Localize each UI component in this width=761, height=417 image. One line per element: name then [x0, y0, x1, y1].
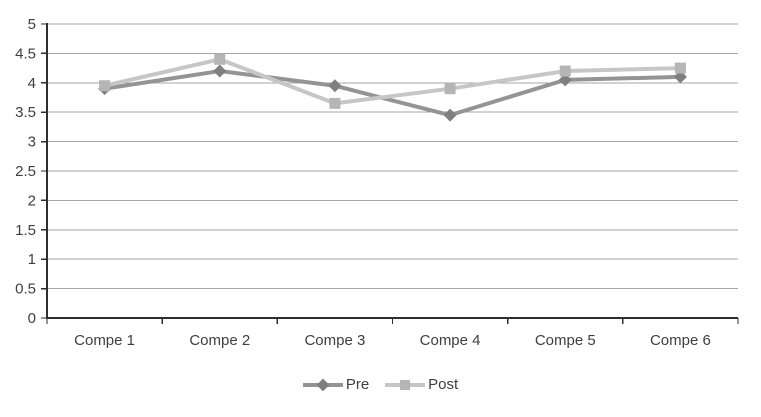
x-tick-label: Compe 5: [535, 332, 596, 349]
x-tick-label: Compe 3: [304, 332, 365, 349]
y-tick-label: 4: [28, 75, 36, 92]
marker-post-square: [444, 83, 456, 95]
legend-swatch-post: [385, 378, 426, 391]
marker-post-square: [674, 62, 686, 74]
marker-post-square: [329, 97, 341, 109]
marker-pre-diamond: [673, 70, 687, 84]
series-line-pre: [102, 69, 683, 118]
marker-post-square: [559, 65, 571, 77]
y-tick-label: 3.5: [15, 104, 36, 121]
y-tick-label: 3: [28, 134, 36, 151]
square-icon: [400, 379, 411, 390]
marker-pre-diamond: [443, 108, 457, 122]
marker-pre-diamond: [558, 73, 572, 87]
plot-area: 0 0.5 1 1.5 2 2.5 3 3.5 4 4.5 5 Compe 1 Compe 2 Compe…: [15, 16, 739, 349]
chart-legend: Pre Post: [0, 376, 761, 393]
marker-post-square: [214, 53, 226, 65]
legend-label-pre: Pre: [345, 376, 370, 393]
y-tick-label: 4.5: [15, 45, 36, 62]
x-tick-label: Compe 4: [420, 332, 481, 349]
y-tick-label: 0.5: [15, 281, 36, 298]
legend-label-post: Post: [428, 376, 459, 393]
diamond-icon: [316, 378, 330, 391]
x-tick-label: Compe 2: [189, 332, 250, 349]
marker-post-square: [99, 80, 111, 92]
legend-item-post: Post: [385, 376, 458, 393]
y-tick-label: 1: [28, 251, 36, 268]
legend-swatch-pre: [302, 378, 343, 391]
legend-item-pre: Pre: [302, 376, 370, 393]
marker-pre-diamond: [328, 79, 342, 93]
x-tick-label: Compe 1: [74, 332, 135, 349]
x-tick-label: Compe 6: [650, 332, 711, 349]
y-tick-label: 5: [28, 16, 36, 33]
series-line-post: [102, 57, 683, 106]
y-tick-label: 2.5: [15, 163, 36, 180]
y-tick-label: 1.5: [15, 222, 36, 239]
y-tick-label: 0: [28, 310, 36, 327]
y-tick-label: 2: [28, 192, 36, 209]
marker-pre-diamond: [213, 64, 227, 78]
